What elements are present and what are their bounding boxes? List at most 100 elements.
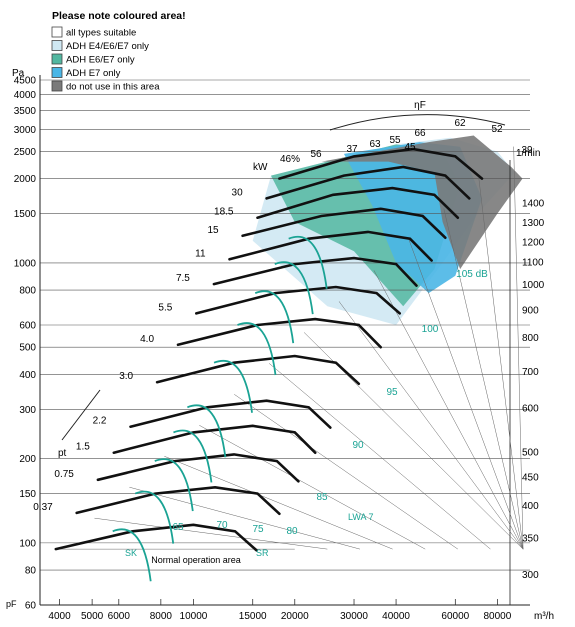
y-tick-label: 400 <box>19 370 36 381</box>
y-tick-label: 4500 <box>14 76 37 87</box>
y-tick-label: 3000 <box>14 125 37 136</box>
power-label: 7.5 <box>176 273 190 284</box>
power-label: 2.2 <box>93 416 107 427</box>
noise-label: 90 <box>352 440 364 451</box>
efficiency-label: 56 <box>310 149 322 160</box>
power-label: 30 <box>232 187 244 198</box>
speed-tick-label: 800 <box>522 333 539 344</box>
diagonal-gridline <box>478 177 524 550</box>
speed-tick-label: 1000 <box>522 280 545 291</box>
efficiency-symbol: ηF <box>414 100 426 111</box>
y-tick-label: 2500 <box>14 147 37 158</box>
sr-label: SR <box>256 548 269 558</box>
y-axis-unit: Pa <box>12 68 25 79</box>
noise-label: 100 <box>422 324 439 335</box>
diagonal-gridline <box>164 455 393 550</box>
noise-label: 105 dB <box>456 269 488 280</box>
noise-label: 65 <box>172 522 184 533</box>
y-tick-label: 300 <box>19 405 36 416</box>
y-tick-label: 1500 <box>14 209 37 220</box>
y-tick-label: 60 <box>25 601 37 612</box>
fan-curve <box>96 453 300 483</box>
x-tick-label: 4000 <box>48 611 71 622</box>
x-tick-label: 6000 <box>108 611 131 622</box>
legend-item-label: ADH E4/E6/E7 only <box>66 41 149 52</box>
speed-tick-label: 1200 <box>522 237 545 248</box>
legend-item-label: do not use in this area <box>66 82 160 93</box>
power-axis-unit: kW <box>253 162 268 173</box>
legend-swatch <box>51 53 63 65</box>
x-tick-label: 60000 <box>441 611 469 622</box>
efficiency-arc <box>329 114 506 131</box>
diagonal-gridline <box>94 517 328 550</box>
power-label: 18.5 <box>214 207 234 218</box>
diagonal-gridline <box>408 239 524 550</box>
efficiency-curve <box>112 528 152 582</box>
efficiency-label: 66 <box>414 128 426 139</box>
diagonal-gridline <box>373 270 524 550</box>
legend: Please note coloured area! all types suit… <box>51 10 186 93</box>
legend-title: Please note coloured area! <box>52 10 186 22</box>
x-tick-label: 40000 <box>382 611 410 622</box>
y-axis-symbol: pF <box>6 599 17 609</box>
efficiency-label: 37 <box>346 144 358 155</box>
efficiency-label: 55 <box>389 135 401 146</box>
fan-curve <box>228 230 433 262</box>
y-tick-label: 2000 <box>14 174 37 185</box>
efficiency-curve <box>213 359 253 413</box>
diagonal-gridline <box>268 363 491 550</box>
speed-tick-label: 1300 <box>522 218 545 229</box>
efficiency-curve <box>187 404 227 458</box>
y-tick-label: 4000 <box>14 90 37 101</box>
y-tick-label: 1000 <box>14 258 37 269</box>
speed-tick-label: 600 <box>522 404 539 415</box>
x-axis-unit: m³/h <box>534 611 554 622</box>
y-tick-label: 100 <box>19 538 36 549</box>
noise-label: 80 <box>286 526 298 537</box>
diagonal-gridline <box>513 146 524 550</box>
power-label: 11 <box>195 248 206 259</box>
legend-swatch <box>51 80 63 92</box>
fan-curve <box>256 186 460 219</box>
noise-axis-label: LWA 7 <box>348 512 374 522</box>
power-label: 0.37 <box>33 502 53 513</box>
fan-curve <box>112 424 317 454</box>
fan-curve <box>176 317 382 349</box>
y-tick-label: 80 <box>25 566 37 577</box>
x-tick-label: 30000 <box>340 611 368 622</box>
x-tick-label: 15000 <box>239 611 267 622</box>
x-tick-label: 5000 <box>81 611 104 622</box>
efficiency-label: 62 <box>454 118 466 129</box>
x-tick-label: 10000 <box>180 611 208 622</box>
pressure-symbol: pt <box>58 448 67 459</box>
speed-tick-label: 500 <box>522 447 539 458</box>
speed-tick-label: 900 <box>522 305 539 316</box>
power-label: 0.75 <box>54 469 74 480</box>
efficiency-label: 52 <box>491 124 503 135</box>
power-label: 4.0 <box>140 334 154 345</box>
power-label: 15 <box>208 225 220 236</box>
efficiency-curve <box>173 429 213 483</box>
speed-tick-label: 400 <box>522 501 539 512</box>
noise-label: 85 <box>316 492 328 503</box>
y-tick-label: 800 <box>19 286 36 297</box>
efficiency-curve <box>288 235 328 289</box>
fan-curves <box>54 147 484 582</box>
x-tick-label: 80000 <box>483 611 511 622</box>
efficiency-curve <box>154 458 194 512</box>
diagonal-gridline <box>199 425 426 550</box>
speed-tick-label: 450 <box>522 472 539 483</box>
speed-tick-label: 350 <box>522 534 539 545</box>
legend-item-label: ADH E7 only <box>66 68 121 79</box>
sk-label: SK <box>125 548 137 558</box>
efficiency-label: 39 <box>521 145 533 156</box>
diagonal-gridline <box>338 301 524 550</box>
fan-curve <box>75 485 281 516</box>
normal-operation-label: Normal operation area <box>151 555 241 565</box>
diagonal-gridline <box>129 486 361 550</box>
y-tick-label: 3500 <box>14 106 37 117</box>
fan-curve <box>278 147 484 180</box>
fan-curve <box>265 165 471 200</box>
y-tick-label: 150 <box>19 489 36 500</box>
